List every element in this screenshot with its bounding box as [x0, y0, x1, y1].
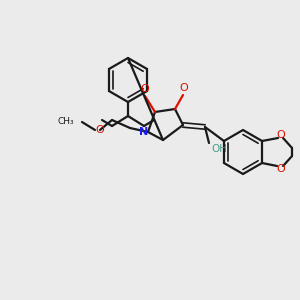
- Text: O: O: [141, 84, 149, 94]
- Text: O: O: [180, 83, 188, 93]
- Text: CH₃: CH₃: [57, 118, 74, 127]
- Text: OH: OH: [211, 144, 227, 154]
- Text: O: O: [277, 164, 285, 174]
- Text: O: O: [277, 130, 285, 140]
- Text: N: N: [140, 127, 148, 137]
- Text: O: O: [96, 125, 104, 135]
